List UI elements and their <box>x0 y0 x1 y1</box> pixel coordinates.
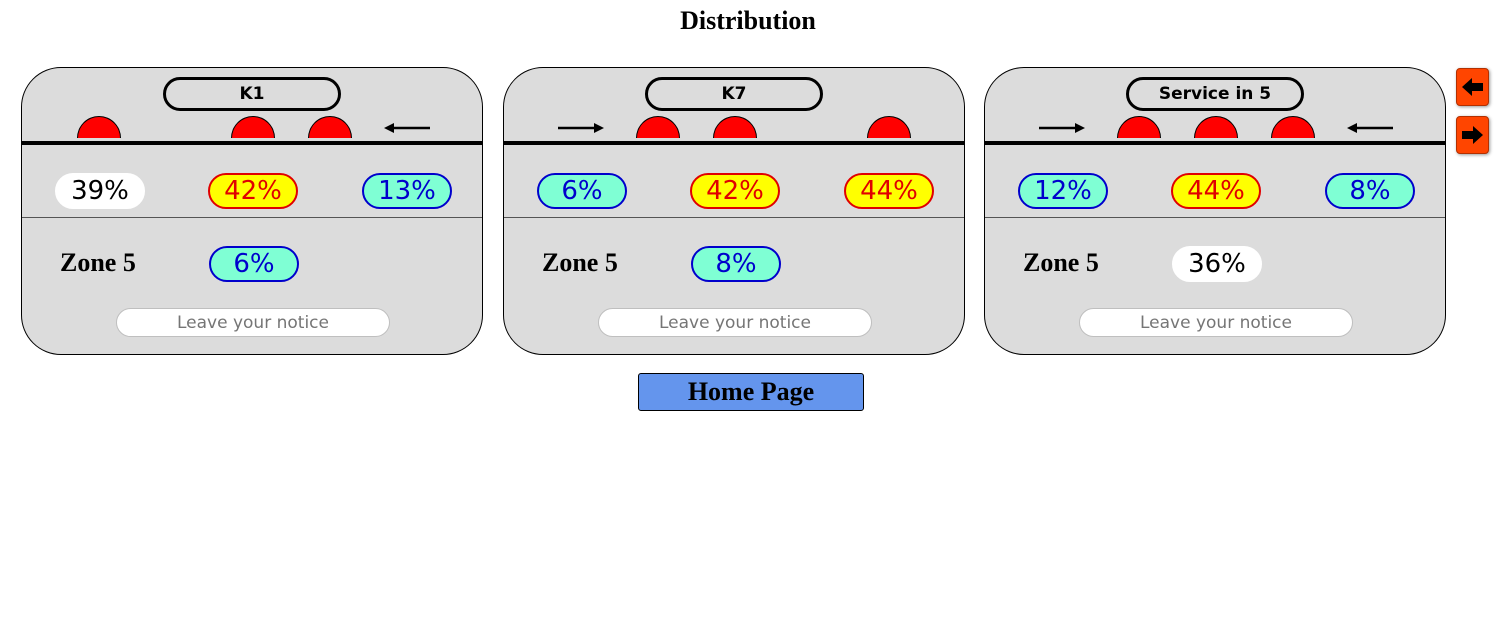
divider <box>504 217 964 218</box>
home-page-button[interactable]: Home Page <box>638 373 864 411</box>
percent-badge: 44% <box>1171 173 1261 209</box>
arrow-right-icon <box>558 123 604 133</box>
red-dome-indicator <box>867 116 911 138</box>
track-line <box>504 141 964 145</box>
red-dome-indicator <box>77 116 121 138</box>
percent-badge: 42% <box>690 173 780 209</box>
prev-button[interactable] <box>1456 68 1489 106</box>
percent-badge: 42% <box>208 173 298 209</box>
track-line <box>985 141 1445 145</box>
zone-percent-badge: 6% <box>209 246 299 282</box>
notice-input[interactable] <box>116 308 390 337</box>
arrow-left-icon <box>384 123 430 133</box>
panel-k1: K1 39% 42% 13% Zone 5 6% <box>21 67 483 355</box>
red-dome-indicator <box>1271 116 1315 138</box>
arrow-left-icon <box>1462 78 1483 96</box>
arrow-right-icon <box>1462 126 1483 144</box>
percent-badge: 6% <box>537 173 627 209</box>
percent-badge: 44% <box>844 173 934 209</box>
page-title: Distribution <box>680 6 816 35</box>
panel-name: Service in 5 <box>1126 77 1304 111</box>
red-dome-indicator <box>1194 116 1238 138</box>
panel-name: K1 <box>163 77 341 111</box>
zone-label: Zone 5 <box>1023 248 1099 277</box>
percent-badge: 13% <box>362 173 452 209</box>
panel-k7: K7 6% 42% 44% Zone 5 8% <box>503 67 965 355</box>
notice-input[interactable] <box>598 308 872 337</box>
red-dome-indicator <box>308 116 352 138</box>
notice-input[interactable] <box>1079 308 1353 337</box>
divider <box>22 217 482 218</box>
red-dome-indicator <box>231 116 275 138</box>
arrow-left-icon <box>1347 123 1393 133</box>
red-dome-indicator <box>713 116 757 138</box>
zone-percent-badge: 8% <box>691 246 781 282</box>
next-button[interactable] <box>1456 116 1489 154</box>
percent-badge: 12% <box>1018 173 1108 209</box>
arrow-right-icon <box>1039 123 1085 133</box>
zone-percent-badge: 36% <box>1172 246 1262 282</box>
panel-service-in-5: Service in 5 12% 44% 8% Zone 5 36% <box>984 67 1446 355</box>
zone-label: Zone 5 <box>60 248 136 277</box>
percent-badge: 8% <box>1325 173 1415 209</box>
panel-name: K7 <box>645 77 823 111</box>
red-dome-indicator <box>1117 116 1161 138</box>
percent-badge: 39% <box>55 173 145 209</box>
zone-label: Zone 5 <box>542 248 618 277</box>
red-dome-indicator <box>636 116 680 138</box>
divider <box>985 217 1445 218</box>
track-line <box>22 141 482 145</box>
